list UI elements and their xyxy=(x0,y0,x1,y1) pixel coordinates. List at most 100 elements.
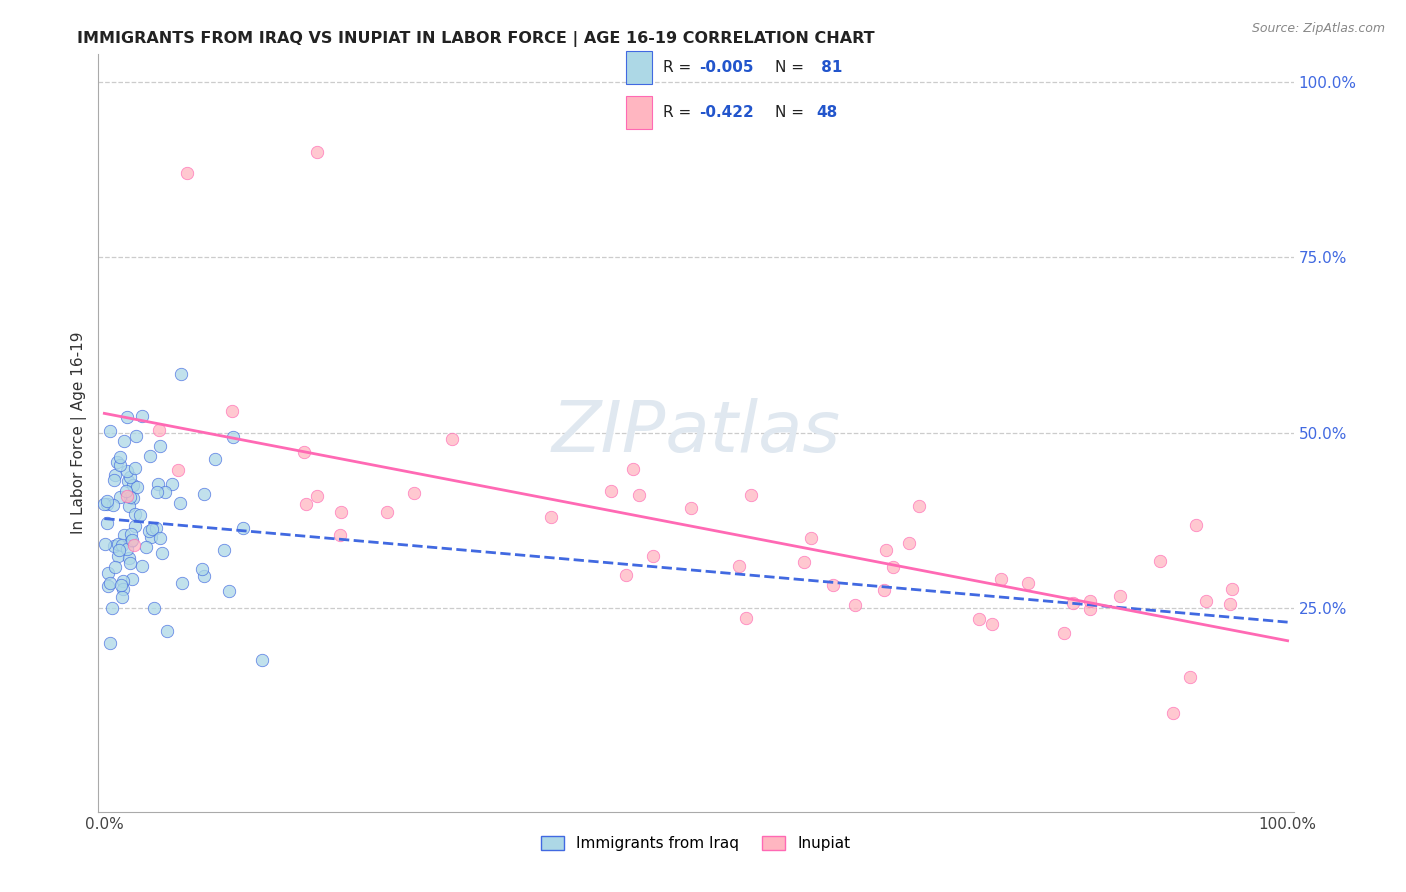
Point xyxy=(990,572,1012,586)
Point xyxy=(145,521,167,535)
Text: N =: N = xyxy=(775,104,808,120)
Point xyxy=(153,484,176,499)
Point xyxy=(122,478,145,492)
Point xyxy=(599,484,621,499)
Point xyxy=(94,536,117,550)
Point xyxy=(1078,602,1101,616)
Point xyxy=(873,583,896,598)
Text: IMMIGRANTS FROM IRAQ VS INUPIAT IN LABOR FORCE | AGE 16-19 CORRELATION CHART: IMMIGRANTS FROM IRAQ VS INUPIAT IN LABOR… xyxy=(77,31,875,47)
Text: Source: ZipAtlas.com: Source: ZipAtlas.com xyxy=(1251,22,1385,36)
Point xyxy=(150,545,173,559)
Point xyxy=(1078,594,1101,608)
Point xyxy=(404,485,426,500)
Point xyxy=(103,539,125,553)
Point xyxy=(117,475,139,489)
Point xyxy=(118,500,141,514)
Point xyxy=(330,505,353,519)
Point xyxy=(118,551,141,566)
Point xyxy=(377,504,399,518)
Point xyxy=(1220,582,1243,597)
Point xyxy=(98,424,121,438)
Point xyxy=(120,527,142,541)
Point xyxy=(149,531,172,545)
Point xyxy=(112,528,135,542)
Point xyxy=(167,463,190,477)
Point xyxy=(329,528,352,542)
Point xyxy=(141,530,163,544)
Point xyxy=(97,580,120,594)
Point xyxy=(540,509,562,524)
Text: -0.005: -0.005 xyxy=(699,60,754,75)
Point xyxy=(295,497,318,511)
Point xyxy=(441,432,464,446)
Point xyxy=(734,611,756,625)
Point xyxy=(118,470,141,484)
Point xyxy=(124,461,146,475)
Point xyxy=(97,566,120,580)
Point xyxy=(969,612,991,626)
Point xyxy=(100,576,122,591)
Point xyxy=(981,617,1004,632)
Point xyxy=(104,560,127,574)
Point xyxy=(1017,576,1039,591)
Point xyxy=(131,409,153,424)
Point xyxy=(121,533,143,547)
Point xyxy=(121,572,143,586)
Point xyxy=(169,368,191,382)
Text: 48: 48 xyxy=(817,104,838,120)
Point xyxy=(111,538,134,552)
Text: R =: R = xyxy=(662,104,696,120)
Point xyxy=(728,559,751,574)
Point xyxy=(149,439,172,453)
Point xyxy=(169,496,191,510)
Text: N =: N = xyxy=(775,60,808,75)
Point xyxy=(1062,596,1084,610)
Point xyxy=(93,497,115,511)
FancyBboxPatch shape xyxy=(627,51,652,84)
Point xyxy=(191,562,214,576)
Point xyxy=(108,490,131,504)
Point xyxy=(204,452,226,467)
Text: 81: 81 xyxy=(817,60,842,75)
Point xyxy=(1184,518,1206,533)
Point xyxy=(115,409,138,424)
Text: R =: R = xyxy=(662,60,696,75)
Point xyxy=(821,578,844,592)
Point xyxy=(218,583,240,598)
Point xyxy=(160,477,183,491)
Point xyxy=(1163,706,1185,721)
Point xyxy=(875,543,897,558)
Point xyxy=(120,534,142,549)
Point xyxy=(124,519,146,533)
Text: -0.422: -0.422 xyxy=(699,104,754,120)
Point xyxy=(122,538,145,552)
Point xyxy=(107,537,129,551)
Point xyxy=(115,484,138,499)
Point xyxy=(105,455,128,469)
Point xyxy=(740,488,762,502)
Point xyxy=(621,462,644,476)
Point xyxy=(120,490,142,504)
Point xyxy=(135,540,157,554)
Point xyxy=(96,516,118,530)
Point xyxy=(1053,625,1076,640)
Point xyxy=(614,567,637,582)
Point xyxy=(98,636,121,650)
Point xyxy=(141,523,163,537)
Point xyxy=(214,542,236,557)
Point xyxy=(1219,597,1241,611)
Point xyxy=(294,444,316,458)
Point xyxy=(131,559,153,574)
FancyBboxPatch shape xyxy=(627,96,652,129)
Point xyxy=(1108,589,1130,603)
Point xyxy=(307,145,329,159)
Point xyxy=(148,423,170,437)
Point xyxy=(627,488,650,502)
Point xyxy=(307,489,329,503)
Point xyxy=(112,574,135,588)
Point xyxy=(800,531,823,545)
Y-axis label: In Labor Force | Age 16-19: In Labor Force | Age 16-19 xyxy=(72,331,87,534)
Point xyxy=(252,653,274,667)
Point xyxy=(882,559,904,574)
Point xyxy=(101,499,124,513)
